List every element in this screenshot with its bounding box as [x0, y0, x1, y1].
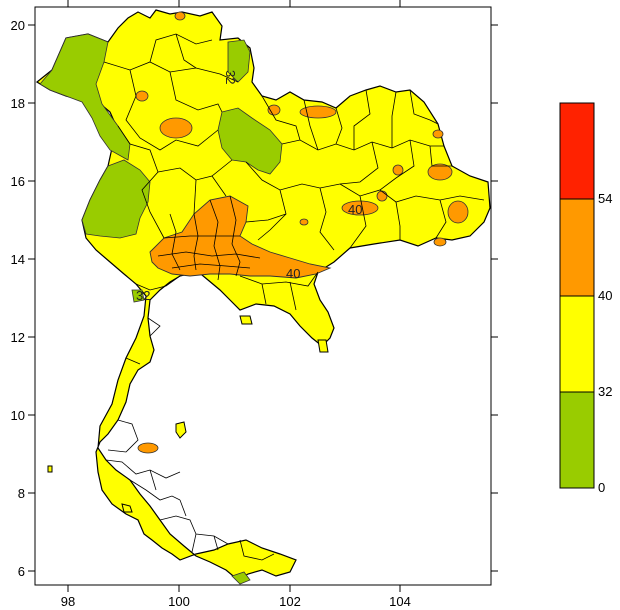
green-zone-north-strip	[227, 39, 251, 83]
green-zone-south-spot	[231, 571, 251, 585]
x-tick-label: 98	[61, 594, 75, 609]
orange-zone-spot	[392, 164, 404, 176]
contour-label: 32	[223, 70, 238, 84]
contour-label: 40	[286, 266, 300, 281]
y-tick-label: 12	[11, 330, 25, 345]
orange-zone-spot	[447, 200, 469, 224]
green-zone-north-central	[217, 107, 283, 175]
legend-label: 0	[598, 480, 605, 495]
x-tick-label: 104	[389, 594, 411, 609]
orange-zones	[135, 11, 469, 454]
x-tick-label: 102	[279, 594, 301, 609]
legend-label: 32	[598, 384, 612, 399]
island	[175, 421, 187, 439]
x-tick-label: 100	[168, 594, 190, 609]
green-zone-small	[131, 289, 145, 303]
orange-zone-spot	[137, 442, 159, 454]
contour-label: 32	[136, 288, 150, 303]
y-tick-label: 16	[11, 174, 25, 189]
north-east-region	[35, 9, 491, 581]
orange-zone-spot	[433, 237, 447, 247]
y-axis-labels: 20 18 16 14 12 10 8 6	[11, 18, 25, 579]
y-tick-label: 6	[18, 564, 25, 579]
contour-label: 40	[348, 202, 362, 217]
orange-zone-spot	[174, 11, 186, 21]
y-tick-label: 10	[11, 408, 25, 423]
island	[239, 315, 253, 325]
legend-bin-32	[559, 295, 595, 393]
orange-zone-spot	[299, 218, 309, 226]
island	[47, 465, 53, 473]
orange-zone-spot	[267, 104, 281, 116]
orange-zone-spot	[159, 117, 193, 139]
island	[317, 339, 329, 353]
y-tick-label: 14	[11, 252, 25, 267]
y-tick-label: 8	[18, 486, 25, 501]
orange-zone-spot	[135, 90, 149, 102]
orange-zone-spot	[341, 200, 379, 216]
x-axis-labels: 98 100 102 104	[61, 594, 411, 609]
green-zones	[39, 33, 283, 585]
green-zone-west	[81, 159, 151, 239]
legend-bin-40	[559, 198, 595, 297]
island	[121, 503, 133, 513]
province-boundaries	[103, 33, 485, 561]
orange-zone-spot	[427, 163, 453, 181]
legend-label: 54	[598, 191, 612, 206]
orange-zone-spot	[432, 129, 444, 139]
green-zone-northwest	[39, 33, 131, 161]
legend-bin-54	[559, 102, 595, 200]
orange-zone-spot	[376, 190, 388, 202]
legend-colorbar: 54 40 32 0	[559, 102, 612, 495]
legend-bin-0	[559, 391, 595, 489]
country-outline	[35, 9, 491, 581]
orange-zone-spot	[299, 105, 337, 119]
axis-ticks	[28, 0, 498, 592]
y-tick-label: 18	[11, 96, 25, 111]
y-tick-label: 20	[11, 18, 25, 33]
legend-label: 40	[598, 288, 612, 303]
